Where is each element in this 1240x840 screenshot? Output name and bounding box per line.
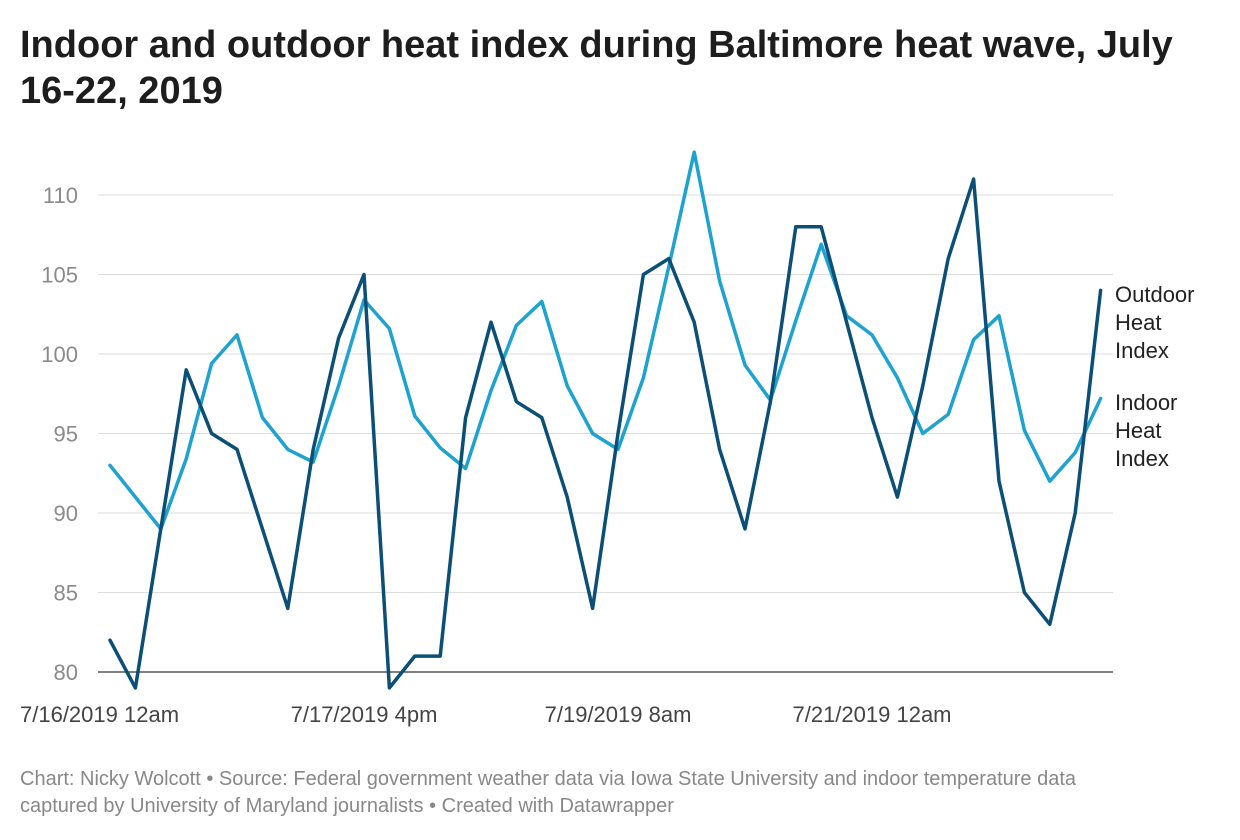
series-label-line: Heat <box>1115 310 1161 335</box>
x-axis-ticks: 7/16/2019 12am 7/17/2019 4pm 7/19/2019 8am… <box>20 702 952 727</box>
footer-line-2: captured by University of Maryland journ… <box>20 795 674 817</box>
y-tick-label: 110 <box>43 183 78 208</box>
series-label-line: Outdoor <box>1115 282 1195 307</box>
series-label-line: Indoor <box>1115 390 1177 415</box>
x-tick-label: 7/17/2019 4pm <box>291 702 438 727</box>
series-line-indoor-heat-index <box>108 150 1103 531</box>
y-tick-label: 100 <box>41 342 78 367</box>
x-tick-label: 7/21/2019 12am <box>792 702 951 727</box>
grid-lines <box>98 194 1113 673</box>
x-tick-label: 7/16/2019 12am <box>20 702 179 727</box>
series-label-line: Index <box>1115 446 1169 471</box>
footer-line-1: Chart: Nicky Wolcott • Source: Federal g… <box>20 768 1077 790</box>
y-axis-ticks: 80 85 90 95 100 105 110 <box>41 183 78 685</box>
series-label-line: Heat <box>1115 418 1161 443</box>
x-tick-label: 7/19/2019 8am <box>545 702 692 727</box>
series-lines <box>108 150 1103 690</box>
y-tick-label: 105 <box>41 263 78 288</box>
chart-footer: Chart: Nicky Wolcott • Source: Federal g… <box>20 766 1220 820</box>
y-tick-label: 80 <box>54 660 78 685</box>
line-chart: 80 85 90 95 100 105 110 7/16/2019 12am 7/17/201… <box>20 150 1195 727</box>
series-line-outdoor-heat-index <box>108 177 1103 690</box>
y-tick-label: 90 <box>54 501 78 526</box>
series-label-line: Index <box>1115 338 1169 363</box>
y-tick-label: 85 <box>54 581 78 606</box>
chart-title: Indoor and outdoor heat index during Bal… <box>20 24 1173 112</box>
series-labels: Outdoor Heat Index Indoor Heat Index <box>1115 282 1195 471</box>
y-tick-label: 95 <box>54 422 78 447</box>
